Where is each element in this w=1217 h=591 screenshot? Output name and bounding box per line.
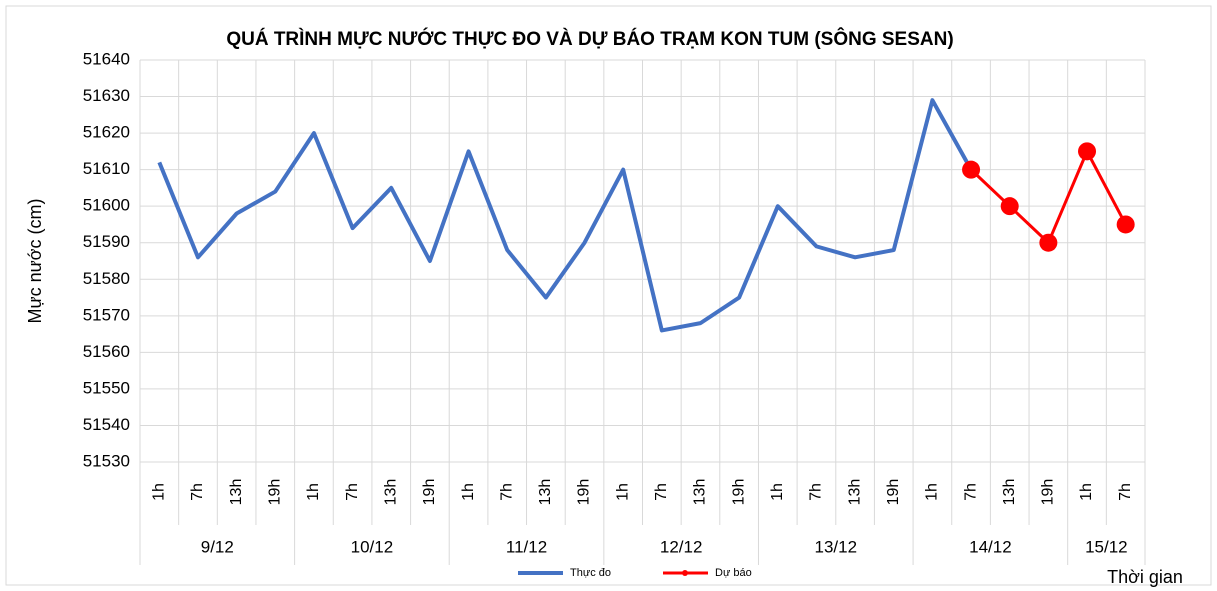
y-tick-label: 51610	[83, 159, 130, 178]
x-tick-label: 19h	[730, 479, 747, 506]
x-tick-label: 7h	[808, 483, 825, 501]
y-tick-label: 51560	[83, 342, 130, 361]
y-tick-label: 51630	[83, 86, 130, 105]
x-tick-label: 7h	[189, 483, 206, 501]
legend-label: Dự báo	[715, 567, 752, 579]
legend-label: Thực đo	[570, 567, 611, 579]
chart-border	[5, 5, 1212, 586]
y-tick-label: 51580	[83, 269, 130, 288]
x-tick-label: 19h	[267, 479, 284, 506]
x-tick-label: 7h	[344, 483, 361, 501]
point-marker	[1116, 215, 1135, 234]
point-marker	[1000, 197, 1019, 216]
group-label: 14/12	[969, 537, 1012, 556]
point-marker	[962, 160, 981, 179]
x-tick-label: 19h	[885, 479, 902, 506]
x-tick-label: 19h	[1040, 479, 1057, 506]
group-label: 12/12	[660, 537, 703, 556]
point-marker	[1078, 142, 1097, 161]
x-tick-label: 1h	[305, 483, 322, 501]
x-tick-label: 13h	[228, 479, 245, 506]
x-tick-label: 13h	[537, 479, 554, 506]
y-tick-label: 51530	[83, 451, 130, 470]
x-tick-label: 7h	[962, 483, 979, 501]
x-tick-label: 13h	[692, 479, 709, 506]
chart-title: QUÁ TRÌNH MỰC NƯỚC THỰC ĐO VÀ DỰ BÁO TRẠ…	[226, 28, 953, 50]
x-tick-label: 7h	[653, 483, 670, 501]
x-tick-label: 7h	[498, 483, 515, 501]
group-label: 10/12	[351, 537, 394, 556]
y-tick-label: 51590	[83, 232, 130, 251]
x-tick-label: 1h	[151, 483, 168, 501]
x-tick-label: 7h	[1117, 483, 1134, 501]
x-tick-label: 1h	[614, 483, 631, 501]
x-tick-label: 19h	[576, 479, 593, 506]
x-tick-label: 1h	[924, 483, 941, 501]
x-tick-label: 13h	[846, 479, 863, 506]
legend-marker	[682, 570, 688, 576]
x-tick-label: 1h	[460, 483, 477, 501]
y-axis-label: Mực nước (cm)	[25, 199, 45, 324]
group-label: 13/12	[814, 537, 857, 556]
group-label: 15/12	[1085, 537, 1128, 556]
y-tick-label: 51640	[83, 49, 130, 68]
x-tick-label: 13h	[382, 479, 399, 506]
y-tick-label: 51600	[83, 196, 130, 215]
x-tick-label: 19h	[421, 479, 438, 506]
x-tick-label: 13h	[1001, 479, 1018, 506]
group-label: 9/12	[201, 537, 234, 556]
y-tick-label: 51550	[83, 378, 130, 397]
x-axis-label: Thời gian	[1107, 567, 1183, 587]
x-tick-label: 1h	[769, 483, 786, 501]
x-tick-label: 1h	[1078, 483, 1095, 501]
y-tick-label: 51570	[83, 305, 130, 324]
y-tick-label: 51620	[83, 123, 130, 142]
point-marker	[1039, 233, 1058, 252]
group-label: 11/12	[506, 537, 547, 556]
y-tick-label: 51540	[83, 415, 130, 434]
series-line	[157, 98, 973, 333]
